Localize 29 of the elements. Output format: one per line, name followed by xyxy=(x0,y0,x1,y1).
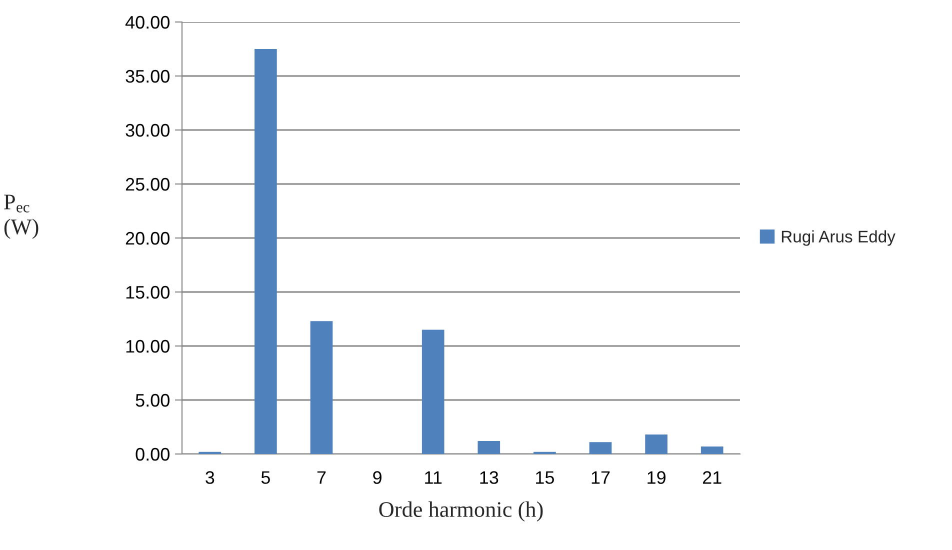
legend-label: Rugi Arus Eddy xyxy=(782,230,896,246)
bar xyxy=(700,446,724,454)
y-tick-label: 15.00 xyxy=(126,286,170,299)
x-axis-title: Orde harmonic (h) xyxy=(379,501,543,522)
x-tick-label: 13 xyxy=(480,471,498,484)
bar xyxy=(645,434,668,454)
x-tick-label: 9 xyxy=(373,471,382,484)
x-tick-label: 19 xyxy=(648,471,666,484)
x-tick-label: 7 xyxy=(317,471,326,484)
y-tick-label: 40.00 xyxy=(125,16,170,29)
x-tick-label: 21 xyxy=(702,471,722,484)
bar xyxy=(478,441,500,454)
y-tick-label: 5.00 xyxy=(136,394,170,407)
bar xyxy=(422,330,444,454)
y-axis-title: P$_{ec}$ (W) xyxy=(4,194,38,239)
bar xyxy=(589,442,612,454)
bar xyxy=(254,49,277,454)
y-tick-label: 35.00 xyxy=(126,70,170,83)
x-tick-label: 5 xyxy=(261,471,270,484)
x-tick-label: 17 xyxy=(592,471,610,484)
x-tick-label: 3 xyxy=(206,471,214,484)
y-tick-label: 30.00 xyxy=(126,124,170,137)
x-tick-label: 11 xyxy=(425,471,442,484)
y-tick-label: 0.00 xyxy=(136,448,170,461)
y-tick-label: 25.00 xyxy=(126,178,170,191)
bar xyxy=(310,321,333,454)
y-tick-label: 20.00 xyxy=(126,232,170,245)
y-tick-label: 10.00 xyxy=(126,340,170,353)
x-tick-label: 15 xyxy=(536,471,554,484)
